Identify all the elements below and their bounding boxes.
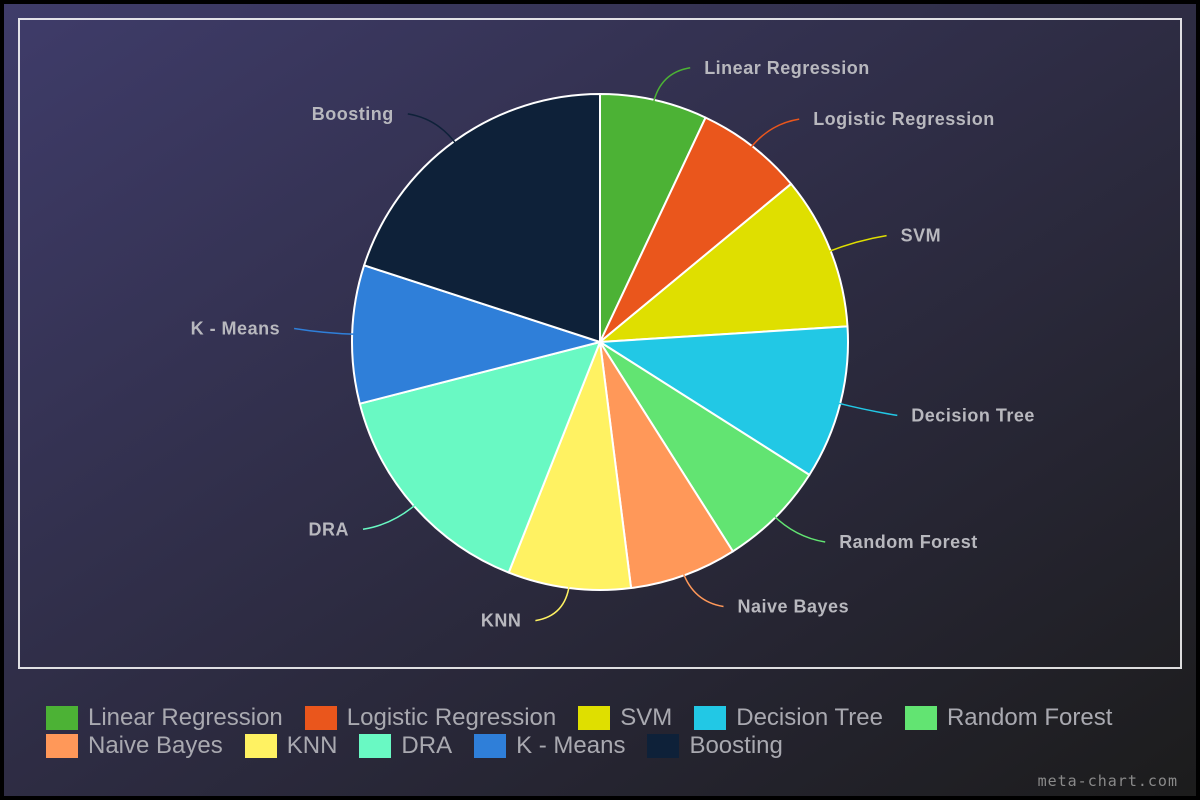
legend-item-dra[interactable]: DRA bbox=[359, 732, 452, 760]
legend-row: Naive Bayes KNN DRA K - Means Boosting bbox=[46, 732, 1186, 760]
legend-swatch bbox=[46, 734, 78, 758]
legend-item-naive-bayes[interactable]: Naive Bayes bbox=[46, 732, 223, 760]
legend-label: SVM bbox=[620, 704, 673, 731]
legend-swatch bbox=[578, 706, 611, 730]
legend-item-decision-tree[interactable]: Decision Tree bbox=[694, 704, 883, 732]
pie-slices bbox=[351, 93, 849, 591]
legend-swatch bbox=[474, 734, 507, 758]
legend-item-logistic-regression[interactable]: Logistic Regression bbox=[304, 704, 557, 732]
slice-label-logistic-regression: Logistic Regression bbox=[813, 109, 995, 129]
plot-frame bbox=[18, 18, 1182, 669]
legend-item-boosting[interactable]: Boosting bbox=[647, 732, 783, 760]
slice-label-linear-regression: Linear Regression bbox=[704, 58, 870, 78]
legend-item-linear-regression[interactable]: Linear Regression bbox=[46, 704, 283, 732]
leader-lines bbox=[293, 67, 898, 622]
legend-label: Logistic Regression bbox=[346, 704, 557, 731]
leader-line-dra bbox=[362, 502, 418, 531]
slice-labels: Linear Regression Logistic Regression SVM D… bbox=[191, 58, 1035, 631]
legend-label: DRA bbox=[401, 732, 453, 759]
legend-item-svm[interactable]: SVM bbox=[578, 704, 672, 732]
legend-label: Naive Bayes bbox=[88, 732, 223, 759]
slice-label-k-means: K - Means bbox=[191, 319, 281, 339]
legend-swatch bbox=[46, 706, 78, 730]
legend-label: Random Forest bbox=[946, 704, 1113, 731]
slice-label-random-forest: Random Forest bbox=[839, 532, 978, 552]
leader-line-naive-bayes bbox=[681, 571, 724, 608]
slice-label-boosting: Boosting bbox=[312, 104, 394, 124]
slice-label-decision-tree: Decision Tree bbox=[911, 405, 1035, 425]
legend-swatch bbox=[904, 706, 937, 730]
legend-item-random-forest[interactable]: Random Forest bbox=[904, 704, 1113, 732]
leader-line-logistic-regression bbox=[748, 118, 800, 150]
slice-label-naive-bayes: Naive Bayes bbox=[738, 597, 850, 617]
leader-line-boosting bbox=[407, 113, 458, 146]
legend-swatch bbox=[694, 706, 727, 730]
watermark: meta-chart.com bbox=[1037, 772, 1178, 790]
leader-line-random-forest bbox=[771, 513, 826, 543]
legend-label: KNN bbox=[286, 732, 338, 759]
slice-label-dra: DRA bbox=[309, 519, 350, 539]
legend-label: Linear Regression bbox=[88, 704, 283, 731]
legend-label: K - Means bbox=[516, 732, 626, 759]
legend-swatch bbox=[359, 734, 392, 758]
slice-label-knn: KNN bbox=[481, 611, 522, 631]
legend-label: Boosting bbox=[689, 732, 783, 759]
leader-line-svm bbox=[826, 234, 887, 253]
legend-row: Linear Regression Logistic Regression SVM D… bbox=[46, 704, 1186, 732]
legend-item-k-means[interactable]: K - Means bbox=[474, 732, 625, 760]
legend-swatch bbox=[647, 734, 680, 758]
leader-line-k-means bbox=[293, 327, 357, 336]
leader-line-decision-tree bbox=[836, 401, 898, 417]
legend-item-knn[interactable]: KNN bbox=[244, 732, 338, 760]
legend-swatch bbox=[304, 706, 337, 730]
slice-label-svm: SVM bbox=[901, 226, 942, 246]
leader-line-linear-regression bbox=[652, 67, 691, 105]
legend-swatch bbox=[244, 734, 277, 758]
legend: Linear Regression Logistic Regression SVM D… bbox=[46, 704, 1186, 760]
legend-label: Decision Tree bbox=[736, 704, 883, 731]
leader-line-knn bbox=[535, 584, 571, 622]
